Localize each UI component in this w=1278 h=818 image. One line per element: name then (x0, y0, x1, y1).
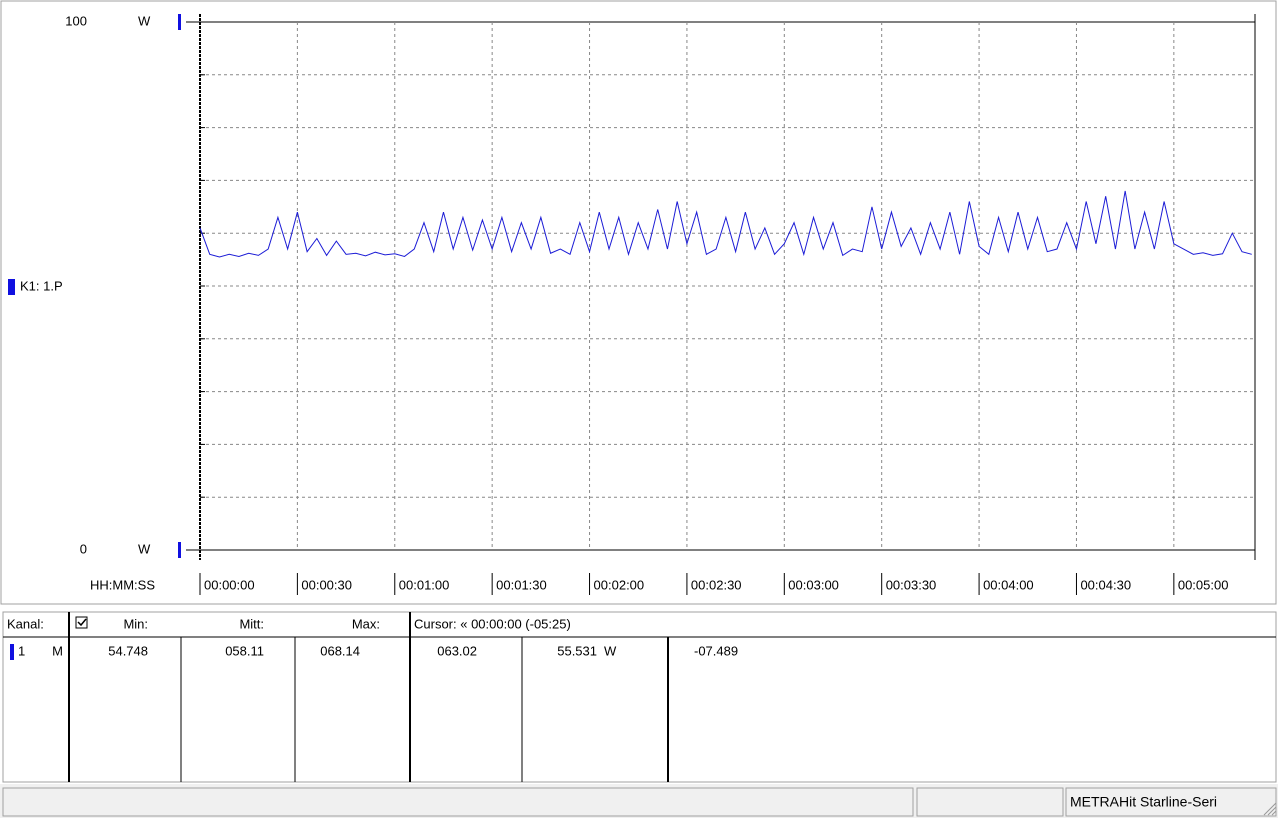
x-tick-label: 00:04:30 (1080, 577, 1131, 592)
table-header: Mitt: (239, 616, 264, 631)
x-tick-label: 00:03:30 (886, 577, 937, 592)
checkmark (77, 618, 87, 627)
y-unit: W (138, 13, 151, 28)
table-header: Min: (123, 616, 148, 631)
y-tick-marker (178, 542, 181, 558)
table-cell: 068.14 (320, 643, 360, 658)
status-pane (916, 787, 1064, 817)
y-tick-label: 0 (80, 541, 87, 556)
channel-marker (8, 279, 15, 295)
table-header: Cursor: « 00:00:00 (-05:25) (414, 616, 571, 631)
checkbox[interactable] (75, 616, 88, 629)
table-frame (2, 611, 1277, 783)
device-name: METRAHit Starline-Seri (1070, 794, 1217, 810)
plot: 0 W 100 W 00:00:00 00:00:30 00:01:00 00:01:30 00… (65, 13, 1256, 595)
x-axis-label: HH:MM:SS (90, 577, 155, 592)
channel-marker (10, 644, 14, 660)
x-tick-label: 00:00:00 (204, 577, 255, 592)
x-tick-label: 00:05:00 (1178, 577, 1229, 592)
table-cell: 54.748 (108, 643, 148, 658)
data-line (199, 190, 1252, 258)
chart-frame (0, 0, 1277, 605)
table-cell: M (52, 643, 63, 658)
table-cell: -07.489 (694, 643, 738, 658)
table-cell: 058.11 (225, 643, 264, 658)
channel-label: K1: 1.P (20, 278, 63, 293)
table-cell: 55.531 (557, 643, 597, 658)
x-tick-label: 00:01:30 (496, 577, 547, 592)
status-pane (1065, 787, 1277, 817)
x-tick-label: 00:04:00 (983, 577, 1034, 592)
table-cell: W (604, 643, 617, 658)
x-tick-label: 00:02:00 (594, 577, 645, 592)
x-tick-label: 00:00:30 (301, 577, 352, 592)
y-tick-marker (178, 14, 181, 30)
resize-grip[interactable] (1263, 802, 1277, 816)
table-cell: 1 (18, 643, 25, 658)
y-tick-label: 100 (65, 13, 87, 28)
x-tick-label: 00:03:00 (788, 577, 839, 592)
x-tick-label: 00:01:00 (399, 577, 450, 592)
table-header: Max: (352, 616, 380, 631)
status-bar (0, 784, 1278, 818)
table-header: Kanal: (7, 616, 44, 631)
status-pane (2, 787, 914, 817)
x-tick-label: 00:02:30 (691, 577, 742, 592)
y-unit: W (138, 541, 151, 556)
table-cell: 063.02 (437, 643, 477, 658)
